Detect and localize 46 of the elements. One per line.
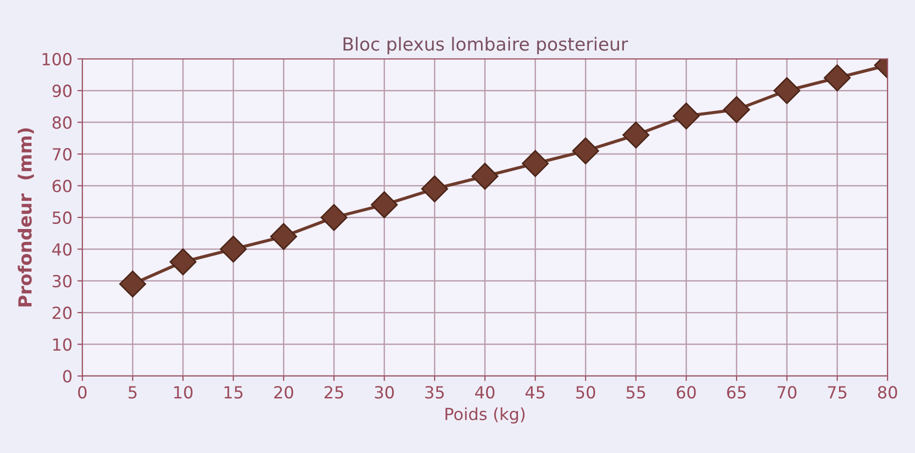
x-tick-label: 40 [475, 386, 494, 399]
x-tick-label: 0 [78, 386, 87, 399]
y-tick-label: 60 [52, 180, 72, 192]
point [622, 122, 650, 148]
x-axis-title: Poids (kg) [446, 407, 525, 424]
point [522, 150, 549, 177]
y-tick-label: 40 [52, 243, 72, 256]
y-tick-label: 100 [42, 52, 72, 66]
point [471, 162, 498, 190]
point [773, 77, 800, 104]
point [170, 248, 196, 276]
y-tick-label: 0 [63, 370, 72, 383]
x-tick-label: 45 [525, 386, 544, 399]
point [723, 96, 750, 124]
x-tick-label: 55 [626, 386, 646, 399]
x-tick-label: 80 [878, 386, 898, 399]
point [370, 191, 398, 218]
x-tick-label: 10 [174, 386, 192, 399]
point [421, 175, 448, 202]
y-tick-label: 50 [52, 211, 72, 224]
chart-title: Bloc plexus lombaire posterieur [344, 36, 628, 54]
point [270, 223, 298, 250]
y-tick-label: 20 [52, 306, 72, 320]
x-tick-label: 70 [778, 386, 796, 399]
x-tick-label: 20 [274, 386, 294, 399]
point [824, 64, 851, 92]
x-tick-label: 30 [374, 386, 394, 399]
point [572, 137, 600, 164]
y-tick-label: 30 [52, 274, 72, 288]
x-tick-label: 35 [425, 386, 444, 399]
point [320, 204, 348, 231]
y-tick-label: 10 [53, 338, 72, 351]
y-tick-label: 90 [52, 84, 72, 98]
point [672, 102, 700, 130]
x-tick-label: 15 [224, 386, 242, 399]
x-tick-label: 25 [324, 386, 344, 399]
y-tick-label: 70 [52, 148, 72, 161]
point [220, 236, 247, 263]
x-tick-label: 5 [128, 386, 137, 399]
x-tick-label: 60 [676, 386, 696, 399]
point [119, 270, 146, 298]
x-tick-label: 65 [727, 386, 746, 399]
y-axis-title: Profondeur (mm) [18, 128, 34, 306]
x-tick-label: 75 [828, 386, 846, 399]
y-tick-label: 80 [52, 116, 72, 129]
x-tick-label: 50 [576, 386, 596, 399]
